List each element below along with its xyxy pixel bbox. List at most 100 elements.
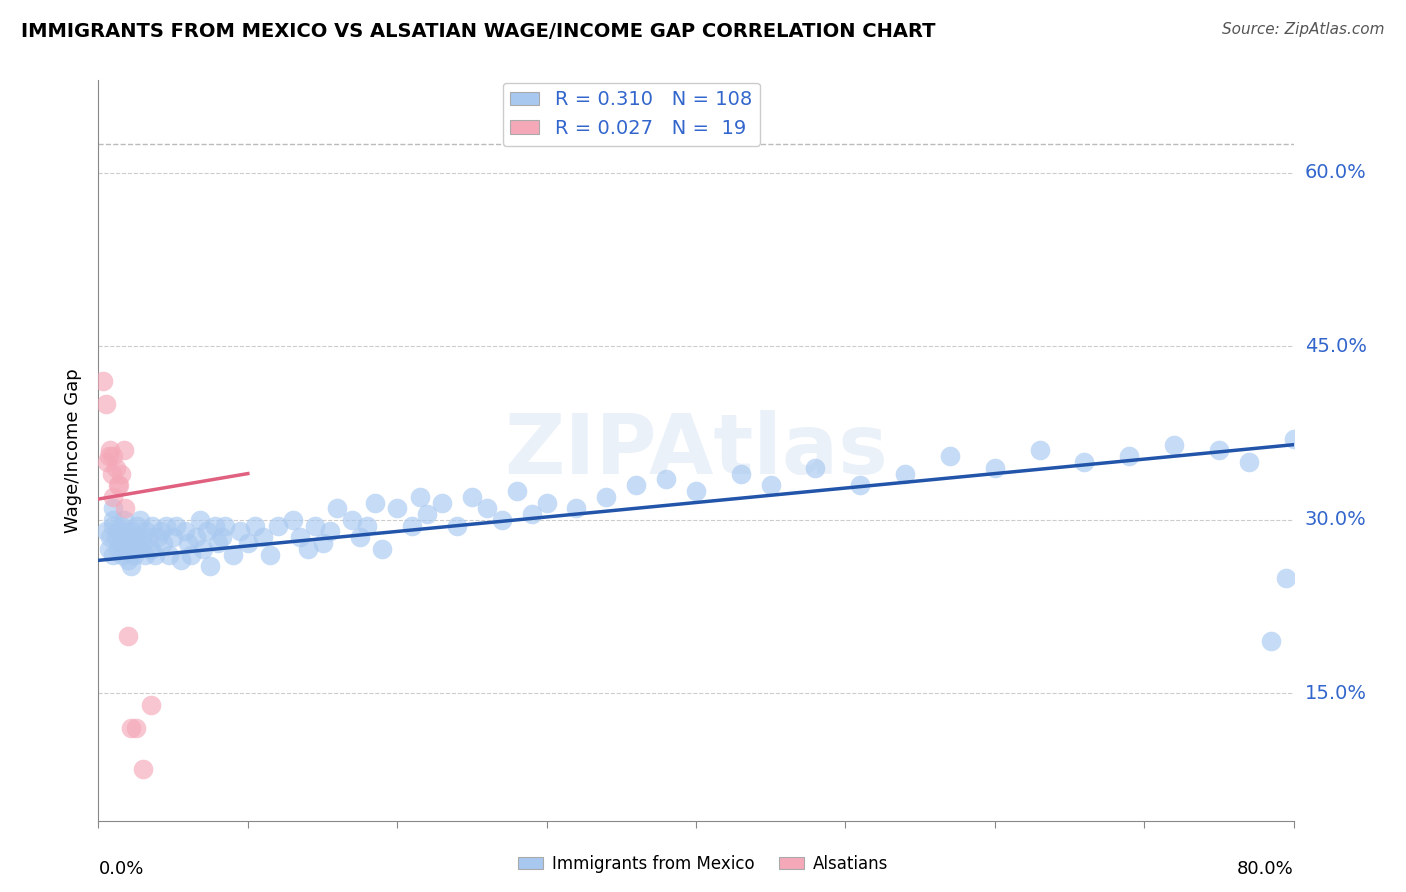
Point <box>152 536 174 550</box>
Point <box>110 467 132 481</box>
Point <box>127 518 149 533</box>
Text: 60.0%: 60.0% <box>1305 163 1367 182</box>
Point <box>197 524 219 539</box>
Point <box>120 721 142 735</box>
Point <box>475 501 498 516</box>
Point <box>401 518 423 533</box>
Point <box>139 698 162 712</box>
Point <box>229 524 252 539</box>
Point <box>461 490 484 504</box>
Point <box>108 524 131 539</box>
Point <box>139 541 162 556</box>
Point <box>356 518 378 533</box>
Point <box>110 518 132 533</box>
Point <box>200 559 222 574</box>
Point <box>148 530 170 544</box>
Point <box>245 518 267 533</box>
Point <box>103 518 125 533</box>
Point <box>128 541 150 556</box>
Point <box>112 513 135 527</box>
Y-axis label: Wage/Income Gap: Wage/Income Gap <box>65 368 83 533</box>
Point <box>112 530 135 544</box>
Point <box>115 536 138 550</box>
Point <box>105 460 128 475</box>
Point <box>236 536 259 550</box>
Point <box>103 490 125 504</box>
Text: 45.0%: 45.0% <box>1305 337 1367 356</box>
Point <box>1237 455 1260 469</box>
Point <box>326 501 349 516</box>
Point <box>120 524 142 539</box>
Text: IMMIGRANTS FROM MEXICO VS ALSATIAN WAGE/INCOME GAP CORRELATION CHART: IMMIGRANTS FROM MEXICO VS ALSATIAN WAGE/… <box>21 22 935 41</box>
Point <box>165 518 187 533</box>
Point <box>939 449 962 463</box>
Point <box>111 548 134 562</box>
Point <box>849 478 872 492</box>
Point <box>110 536 132 550</box>
Point <box>252 530 274 544</box>
Point <box>136 530 159 544</box>
Point <box>188 513 211 527</box>
Point <box>730 467 752 481</box>
Point <box>180 548 202 562</box>
Point <box>430 495 453 509</box>
Point <box>107 541 129 556</box>
Point <box>157 548 180 562</box>
Point <box>385 501 409 516</box>
Point <box>134 548 156 562</box>
Point <box>124 548 146 562</box>
Point <box>506 483 529 498</box>
Point <box>1275 571 1298 585</box>
Point <box>114 541 136 556</box>
Point <box>103 513 125 527</box>
Point <box>121 536 143 550</box>
Point <box>364 495 387 509</box>
Point <box>114 524 136 539</box>
Text: 80.0%: 80.0% <box>1237 860 1294 878</box>
Point <box>259 548 281 562</box>
Point <box>1028 443 1050 458</box>
Point <box>211 530 233 544</box>
Text: Source: ZipAtlas.com: Source: ZipAtlas.com <box>1222 22 1385 37</box>
Point <box>135 524 157 539</box>
Legend: R = 0.310   N = 108, R = 0.027   N =  19: R = 0.310 N = 108, R = 0.027 N = 19 <box>502 83 761 146</box>
Point <box>984 460 1007 475</box>
Point <box>107 478 129 492</box>
Point <box>281 513 304 527</box>
Point <box>103 548 125 562</box>
Point <box>132 762 155 776</box>
Point <box>169 553 191 567</box>
Point <box>120 559 142 574</box>
Point <box>297 541 319 556</box>
Point <box>371 541 394 556</box>
Point <box>177 536 200 550</box>
Point <box>103 501 125 516</box>
Point <box>132 536 155 550</box>
Point <box>204 518 226 533</box>
Point <box>117 530 139 544</box>
Point <box>655 472 678 486</box>
Point <box>94 397 117 411</box>
Point <box>565 501 588 516</box>
Point <box>685 483 707 498</box>
Point <box>491 513 513 527</box>
Point <box>98 530 122 544</box>
Point <box>94 524 117 539</box>
Point <box>349 530 371 544</box>
Point <box>129 513 152 527</box>
Point <box>804 460 827 475</box>
Point <box>155 518 177 533</box>
Text: 0.0%: 0.0% <box>98 860 143 878</box>
Legend: Immigrants from Mexico, Alsatians: Immigrants from Mexico, Alsatians <box>512 848 894 880</box>
Point <box>626 478 648 492</box>
Point <box>117 553 139 567</box>
Point <box>267 518 290 533</box>
Point <box>101 467 124 481</box>
Point <box>520 507 543 521</box>
Point <box>1282 432 1305 446</box>
Point <box>214 518 236 533</box>
Point <box>96 455 118 469</box>
Point <box>311 536 333 550</box>
Point <box>1073 455 1095 469</box>
Point <box>222 548 245 562</box>
